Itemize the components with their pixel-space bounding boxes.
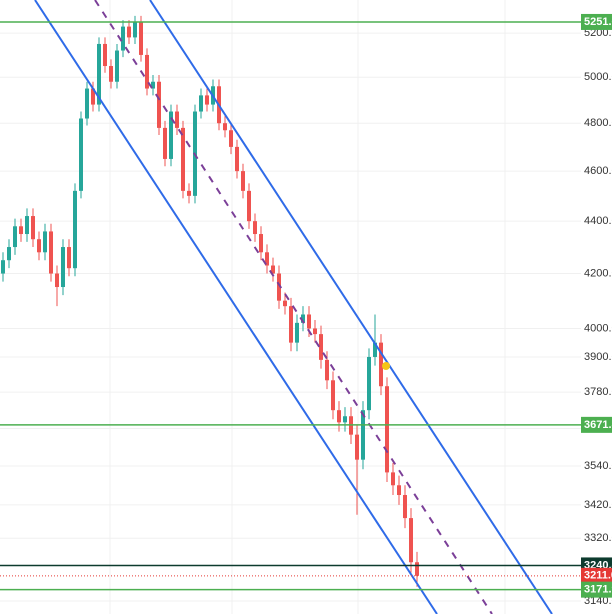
level-tag bbox=[581, 416, 612, 433]
candle-body bbox=[85, 88, 89, 119]
candle-body bbox=[235, 146, 239, 172]
candle-body bbox=[151, 81, 155, 89]
y-tick-label: 5000.0 bbox=[584, 71, 612, 83]
candle-body bbox=[313, 328, 317, 335]
candle-body bbox=[205, 95, 209, 105]
candle-body bbox=[133, 22, 137, 38]
candle-body bbox=[115, 50, 119, 82]
candle-body bbox=[361, 410, 365, 460]
candle-body bbox=[283, 300, 287, 307]
y-tick-label: 3780.0 bbox=[584, 386, 612, 398]
candle-body bbox=[163, 127, 167, 159]
candle-body bbox=[229, 130, 233, 147]
candle-body bbox=[199, 95, 203, 112]
candle-body bbox=[121, 26, 125, 51]
level-label: 5251.6 bbox=[584, 16, 612, 28]
levels bbox=[0, 21, 581, 591]
y-tick-label: 3320.0 bbox=[584, 532, 612, 544]
candle-body bbox=[73, 190, 77, 269]
candle-body bbox=[385, 386, 389, 473]
candle-body bbox=[355, 434, 359, 460]
candle-body bbox=[343, 416, 347, 423]
candle-body bbox=[331, 380, 335, 411]
candle-body bbox=[139, 22, 143, 55]
candle-body bbox=[145, 54, 149, 89]
candle-body bbox=[409, 518, 413, 563]
candle-body bbox=[25, 216, 29, 235]
candle-body bbox=[265, 252, 269, 266]
candle-body bbox=[157, 81, 161, 128]
candle-body bbox=[91, 88, 95, 105]
candle-body bbox=[415, 562, 419, 576]
candle-body bbox=[247, 190, 251, 222]
y-tick-label: 3540.0 bbox=[584, 460, 612, 472]
candle-body bbox=[259, 234, 263, 253]
candle-body bbox=[13, 226, 17, 248]
y-tick-label: 3900.0 bbox=[584, 351, 612, 363]
candle-body bbox=[103, 43, 107, 67]
level-label: 3171.9 bbox=[584, 584, 612, 596]
candle-body bbox=[403, 495, 407, 519]
candle-body bbox=[7, 247, 11, 261]
level-label: 3671.8 bbox=[584, 419, 612, 431]
candle-body bbox=[169, 111, 173, 159]
candle-body bbox=[175, 111, 179, 128]
candle-body bbox=[325, 359, 329, 381]
y-tick-label: 4600.0 bbox=[584, 165, 612, 177]
candle-body bbox=[49, 231, 53, 274]
level-tag bbox=[581, 581, 612, 598]
price-axis bbox=[581, 0, 612, 614]
candle-body bbox=[181, 127, 185, 191]
candle-body bbox=[289, 306, 293, 343]
candle-body bbox=[337, 410, 341, 423]
candle-body bbox=[127, 26, 131, 38]
candle-body bbox=[1, 260, 5, 274]
y-tick-label: 4000.0 bbox=[584, 322, 612, 334]
channel-mid bbox=[94, 0, 493, 614]
candle-body bbox=[37, 239, 41, 253]
candle-body bbox=[55, 273, 59, 288]
y-tick-label: 3140.0 bbox=[584, 595, 612, 607]
y-tick-label: 4200.0 bbox=[584, 267, 612, 279]
candle-body bbox=[277, 273, 281, 301]
candle-body bbox=[67, 247, 71, 269]
y-tick-label: 3420.0 bbox=[584, 499, 612, 511]
candle-body bbox=[43, 231, 47, 253]
candle-body bbox=[223, 123, 227, 131]
candle-body bbox=[31, 216, 35, 240]
candle-body bbox=[241, 171, 245, 191]
y-tick-label: 5200.0 bbox=[584, 27, 612, 39]
marker-dot bbox=[382, 362, 390, 370]
candle-body bbox=[253, 221, 257, 235]
candle-body bbox=[319, 334, 323, 360]
candle-body bbox=[19, 226, 23, 235]
candle-body bbox=[97, 43, 101, 105]
channel-lower bbox=[34, 0, 438, 614]
level-tag bbox=[581, 567, 612, 584]
candle-body bbox=[367, 356, 371, 411]
candle-body bbox=[307, 314, 311, 329]
axis: 5200.0 5000.0 4800.0 4600.0 4400.0 4200.0 4000… bbox=[581, 13, 612, 607]
candle-body bbox=[271, 265, 275, 274]
candle-body bbox=[109, 66, 113, 82]
channel-upper bbox=[149, 0, 553, 614]
candle-body bbox=[391, 472, 395, 486]
candle-body bbox=[187, 190, 191, 196]
candle-body bbox=[295, 322, 299, 343]
candle-body bbox=[301, 314, 305, 323]
candle-body bbox=[373, 342, 377, 357]
level-label: 3211.0 bbox=[584, 570, 612, 582]
candle-body bbox=[61, 247, 65, 288]
candle-body bbox=[397, 485, 401, 496]
candle-body bbox=[79, 118, 83, 191]
y-tick-label: 4400.0 bbox=[584, 215, 612, 227]
candle-body bbox=[379, 342, 383, 387]
y-tick-label: 4800.0 bbox=[584, 117, 612, 129]
channel bbox=[34, 0, 553, 614]
level-tag bbox=[581, 13, 612, 30]
